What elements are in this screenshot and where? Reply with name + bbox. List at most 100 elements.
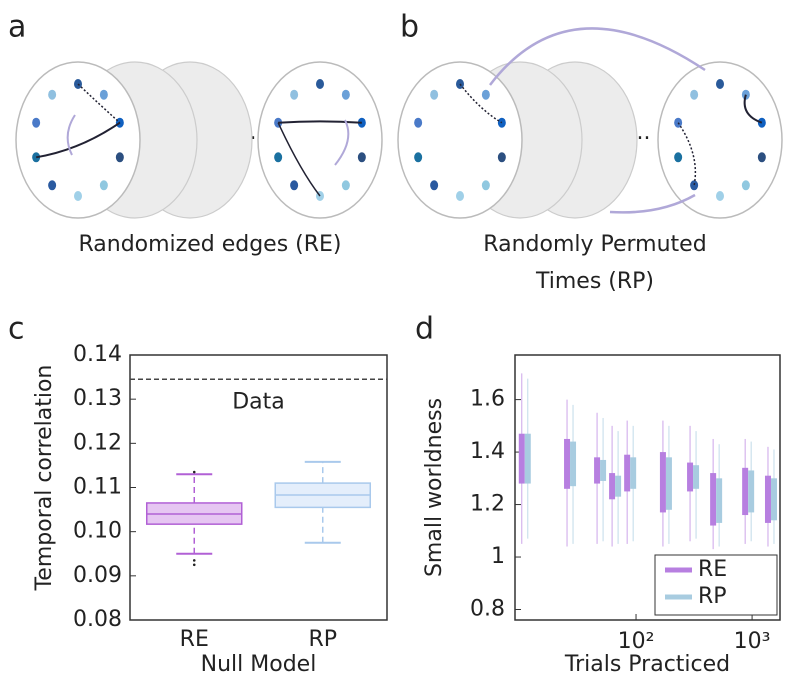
legend-box <box>654 554 778 616</box>
x-tick-label: 10³ <box>734 629 771 654</box>
panel-label: a <box>8 10 26 45</box>
node <box>741 180 750 191</box>
outlier <box>192 559 196 562</box>
box <box>600 459 607 481</box>
legend-label: RP <box>698 584 727 609</box>
arrow <box>489 27 706 86</box>
box <box>710 473 717 526</box>
node <box>456 191 464 201</box>
panel-label: c <box>8 312 25 347</box>
x-tick-label: RE <box>180 627 209 652</box>
edge <box>77 83 121 124</box>
clock <box>657 61 783 219</box>
y-tick-label: 0.12 <box>73 430 122 455</box>
x-axis-label: Null Model <box>201 652 317 677</box>
clock <box>397 61 523 219</box>
node <box>414 152 423 163</box>
caption: Randomly Permuted <box>483 232 706 257</box>
y-tick-label: 0.09 <box>73 563 122 588</box>
y-tick-label: 1.2 <box>470 492 505 517</box>
box <box>624 454 631 492</box>
box <box>693 465 700 489</box>
arrow <box>609 193 696 214</box>
node <box>757 152 766 163</box>
node <box>32 117 41 128</box>
box <box>630 457 637 489</box>
caption: Times (RP) <box>535 269 654 294</box>
node <box>48 89 57 100</box>
y-tick-label: 0.13 <box>73 386 122 411</box>
box <box>609 473 616 500</box>
x-axis-label: Trials Practiced <box>564 652 730 677</box>
axes-frame <box>514 354 781 621</box>
box <box>524 433 531 484</box>
box <box>659 452 666 513</box>
y-axis-label: Temporal correlation <box>32 365 57 592</box>
diagram <box>15 27 783 219</box>
node <box>290 89 299 100</box>
y-tick-label: 0.14 <box>73 342 122 367</box>
reference-label: Data <box>232 389 285 414</box>
y-tick-label: 1.4 <box>470 439 505 464</box>
y-tick-label: 0.08 <box>73 607 122 632</box>
node <box>341 180 350 191</box>
edge <box>459 83 503 124</box>
box <box>770 478 777 521</box>
y-tick-label: 1 <box>491 544 505 569</box>
edge <box>677 122 697 186</box>
box <box>564 438 571 489</box>
node <box>115 152 124 163</box>
node <box>481 180 490 191</box>
y-tick-label: 0.10 <box>73 519 122 544</box>
node <box>341 89 350 100</box>
legend-label: RE <box>698 557 727 582</box>
node <box>430 89 439 100</box>
node <box>48 180 57 191</box>
edge <box>743 94 763 124</box>
node <box>290 180 299 191</box>
panel-label: b <box>400 10 419 45</box>
box <box>615 475 622 497</box>
box <box>748 470 755 513</box>
x-tick-label: RP <box>308 627 337 652</box>
outlier <box>192 470 196 474</box>
x-tick-label: 10² <box>618 629 655 654</box>
box <box>742 467 749 516</box>
arrow <box>66 114 76 156</box>
node <box>690 180 699 191</box>
box <box>594 457 601 484</box>
y-tick-label: 0.11 <box>73 475 122 500</box>
clock <box>15 61 141 219</box>
box <box>687 462 694 492</box>
box <box>716 478 723 523</box>
box <box>665 457 672 510</box>
node <box>357 152 366 163</box>
node <box>99 89 108 100</box>
y-tick-label: 0.8 <box>470 597 505 622</box>
outlier <box>192 563 196 567</box>
node <box>316 79 324 89</box>
box <box>570 441 577 487</box>
y-tick-label: 1.6 <box>470 387 505 412</box>
panel-label: d <box>415 312 434 347</box>
node <box>690 89 699 100</box>
node <box>274 152 283 163</box>
clock <box>257 61 383 219</box>
edge <box>278 120 362 124</box>
node <box>430 180 439 191</box>
node <box>99 180 108 191</box>
node <box>716 191 724 201</box>
node <box>414 117 423 128</box>
caption: Randomized edges (RE) <box>78 232 341 257</box>
box <box>764 475 771 523</box>
box <box>518 433 525 484</box>
arrow <box>334 119 350 166</box>
edge <box>277 122 321 197</box>
node <box>716 79 724 89</box>
node <box>481 89 490 100</box>
node <box>497 152 506 163</box>
edge <box>35 121 121 159</box>
node <box>74 191 82 201</box>
